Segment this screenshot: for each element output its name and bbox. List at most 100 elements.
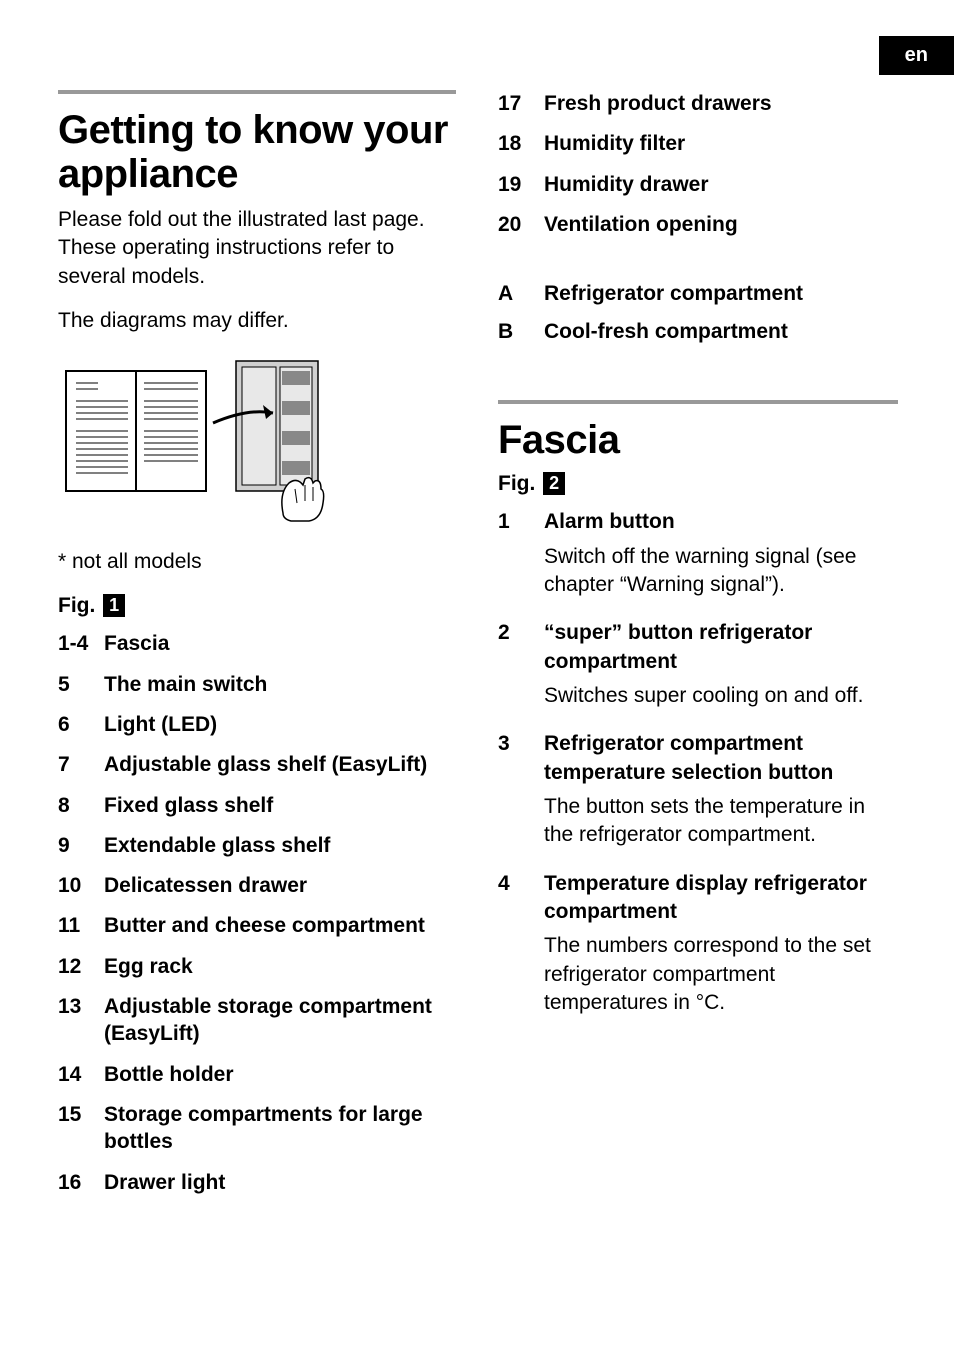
part-number: 16 xyxy=(58,1169,104,1196)
fascia-item: 4Temperature display refrigerator compar… xyxy=(498,870,898,1018)
intro-paragraph-1: Please fold out the illustrated last pag… xyxy=(58,206,456,291)
part-item: 13Adjustable storage compartment (EasyLi… xyxy=(58,993,456,1048)
fig-text: Fig. xyxy=(498,472,535,495)
part-number: 8 xyxy=(58,792,104,819)
compartment-label: Refrigerator compartment xyxy=(544,282,803,306)
left-column: Getting to know your appliance Please fo… xyxy=(58,90,456,1209)
fascia-items-list: 1Alarm button Switch off the warning sign… xyxy=(498,508,898,1017)
fig-number-box: 1 xyxy=(103,594,125,617)
part-item: 10Delicatessen drawer xyxy=(58,872,456,899)
compartment-key: A xyxy=(498,282,544,306)
fascia-section: Fascia Fig. 2 1Alarm button Switch off th… xyxy=(498,400,898,1017)
compartment-key: B xyxy=(498,320,544,344)
right-column: 17Fresh product drawers18Humidity filter… xyxy=(498,90,898,1209)
compartment-label: Cool-fresh compartment xyxy=(544,320,788,344)
figure-2-label: Fig. 2 xyxy=(498,472,898,496)
part-label: Adjustable glass shelf (EasyLift) xyxy=(104,751,456,778)
part-number: 17 xyxy=(498,90,544,117)
part-label: Egg rack xyxy=(104,953,456,980)
part-number: 19 xyxy=(498,171,544,198)
part-number: 9 xyxy=(58,832,104,859)
part-number: 14 xyxy=(58,1061,104,1088)
fascia-item-title: “super” button refrigerator compartment xyxy=(544,619,898,676)
part-number: 20 xyxy=(498,211,544,238)
part-label: Extendable glass shelf xyxy=(104,832,456,859)
fascia-item-title: Alarm button xyxy=(544,508,898,536)
fascia-item-title: Temperature display refrigerator compart… xyxy=(544,870,898,927)
part-label: Fresh product drawers xyxy=(544,90,898,117)
part-item: 8Fixed glass shelf xyxy=(58,792,456,819)
part-number: 12 xyxy=(58,953,104,980)
part-number: 1-4 xyxy=(58,630,104,657)
part-item: 1-4Fascia xyxy=(58,630,456,657)
part-item: 7Adjustable glass shelf (EasyLift) xyxy=(58,751,456,778)
part-label: Humidity drawer xyxy=(544,171,898,198)
part-number: 13 xyxy=(58,993,104,1048)
part-item: 15Storage compartments for large bottles xyxy=(58,1101,456,1156)
fascia-item: 3Refrigerator compartment temperature se… xyxy=(498,730,898,849)
part-item: 5The main switch xyxy=(58,671,456,698)
booklet-icon xyxy=(58,353,328,523)
part-label: Delicatessen drawer xyxy=(104,872,456,899)
part-number: 18 xyxy=(498,130,544,157)
fascia-item-number: 2 xyxy=(498,619,544,710)
fascia-item-number: 3 xyxy=(498,730,544,849)
part-label: Adjustable storage compartment (EasyLift… xyxy=(104,993,456,1048)
part-item: 11Butter and cheese compartment xyxy=(58,912,456,939)
part-label: Ventilation opening xyxy=(544,211,898,238)
parts-list-right: 17Fresh product drawers18Humidity filter… xyxy=(498,90,898,238)
fascia-item-desc: Switch off the warning signal (see chapt… xyxy=(544,543,898,600)
part-number: 15 xyxy=(58,1101,104,1156)
fascia-item: 2“super” button refrigerator compartment… xyxy=(498,619,898,710)
part-label: Light (LED) xyxy=(104,711,456,738)
fascia-item-body: Refrigerator compartment temperature sel… xyxy=(544,730,898,849)
part-number: 6 xyxy=(58,711,104,738)
part-item: 14Bottle holder xyxy=(58,1061,456,1088)
part-number: 10 xyxy=(58,872,104,899)
part-label: Storage compartments for large bottles xyxy=(104,1101,456,1156)
part-number: 11 xyxy=(58,912,104,939)
fascia-item-title: Refrigerator compartment temperature sel… xyxy=(544,730,898,787)
part-label: Humidity filter xyxy=(544,130,898,157)
fascia-item-number: 4 xyxy=(498,870,544,1018)
fascia-item-number: 1 xyxy=(498,508,544,599)
language-tab: en xyxy=(879,36,954,75)
part-number: 5 xyxy=(58,671,104,698)
fascia-item-body: Alarm button Switch off the warning signa… xyxy=(544,508,898,599)
part-label: Fascia xyxy=(104,630,456,657)
fig-text: Fig. xyxy=(58,594,95,617)
fascia-item-desc: The button sets the temperature in the r… xyxy=(544,793,898,850)
fascia-item-body: Temperature display refrigerator compart… xyxy=(544,870,898,1018)
fig-number-box: 2 xyxy=(543,472,565,495)
manual-illustration xyxy=(58,353,456,528)
models-note: * not all models xyxy=(58,550,456,574)
section-divider xyxy=(58,90,456,94)
fascia-item-body: “super” button refrigerator compartment S… xyxy=(544,619,898,710)
part-item: 9Extendable glass shelf xyxy=(58,832,456,859)
part-item: 18Humidity filter xyxy=(498,130,898,157)
part-number: 7 xyxy=(58,751,104,778)
section-heading-getting-to-know: Getting to know your appliance xyxy=(58,108,456,196)
part-item: 17Fresh product drawers xyxy=(498,90,898,117)
compartments-list: ARefrigerator compartmentBCool-fresh com… xyxy=(498,282,898,344)
page-content: Getting to know your appliance Please fo… xyxy=(0,0,954,1209)
part-label: Fixed glass shelf xyxy=(104,792,456,819)
part-label: Drawer light xyxy=(104,1169,456,1196)
part-label: Bottle holder xyxy=(104,1061,456,1088)
part-item: 12Egg rack xyxy=(58,953,456,980)
part-item: 19Humidity drawer xyxy=(498,171,898,198)
intro-paragraph-2: The diagrams may differ. xyxy=(58,307,456,335)
section-divider xyxy=(498,400,898,404)
parts-list-left: 1-4Fascia5The main switch6Light (LED)7Ad… xyxy=(58,630,456,1195)
part-item: 6Light (LED) xyxy=(58,711,456,738)
part-label: Butter and cheese compartment xyxy=(104,912,456,939)
part-item: 20Ventilation opening xyxy=(498,211,898,238)
section-heading-fascia: Fascia xyxy=(498,418,898,462)
fascia-item: 1Alarm button Switch off the warning sign… xyxy=(498,508,898,599)
part-label: The main switch xyxy=(104,671,456,698)
fascia-item-desc: Switches super cooling on and off. xyxy=(544,682,898,710)
compartment-item: ARefrigerator compartment xyxy=(498,282,898,306)
part-item: 16Drawer light xyxy=(58,1169,456,1196)
fascia-item-desc: The numbers correspond to the set refrig… xyxy=(544,932,898,1017)
figure-1-label: Fig. 1 xyxy=(58,594,456,618)
